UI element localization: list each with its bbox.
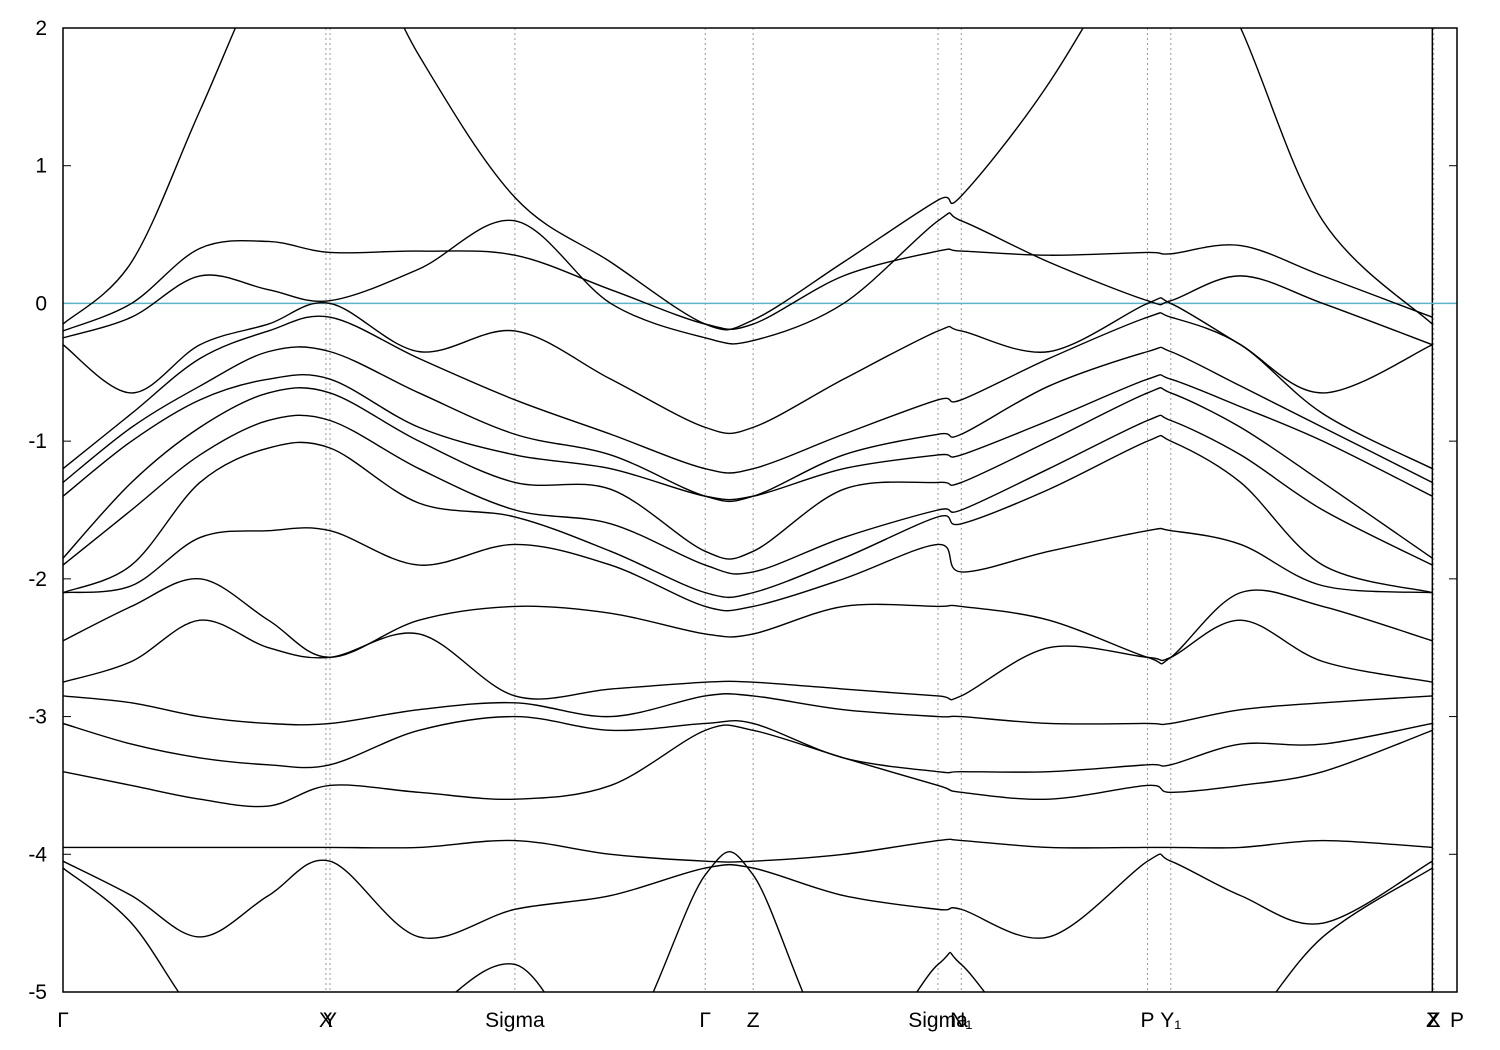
x-tick-label: X [1427, 1009, 1441, 1032]
x-tick-label: Y₁ [1160, 1009, 1181, 1032]
y-tick-label: 0 [35, 292, 47, 315]
bands [63, 28, 1433, 992]
band-line [63, 28, 1433, 331]
y-tick-label: -2 [28, 568, 47, 591]
band-line [63, 434, 1433, 599]
band-line [63, 578, 1433, 665]
band-line [63, 239, 1433, 332]
y-tick-label: -4 [28, 843, 47, 866]
x-tick-label: P [1141, 1009, 1155, 1032]
band-line [63, 851, 1433, 992]
band-line [63, 387, 1433, 560]
x-tick-label: N₁ [950, 1009, 972, 1032]
y-tick-label: -5 [28, 981, 47, 1004]
band-line [63, 212, 1433, 346]
x-tick-label: Z [747, 1009, 760, 1032]
x-tick-label: Γ [699, 1009, 711, 1032]
band-line [63, 724, 1433, 808]
x-tick-label: Γ [57, 1009, 69, 1032]
x-tick-label: Sigma [485, 1009, 545, 1032]
x-tick-label: Y [323, 1009, 337, 1032]
band-line [63, 619, 1433, 701]
band-line [63, 414, 1433, 575]
band-line [63, 715, 1433, 774]
y-tick-label: -1 [28, 430, 47, 453]
band-line [63, 312, 1433, 474]
y-tick-label: 1 [35, 155, 47, 178]
band-line [63, 374, 1433, 501]
band-line [63, 297, 1433, 435]
band-line [63, 527, 1433, 612]
x-tick-label: X [319, 1009, 333, 1032]
y-tick-label: -3 [28, 706, 47, 729]
plot-frame [62, 27, 1458, 993]
x-tick-label: Z [1426, 1009, 1439, 1032]
band-line [63, 693, 1433, 726]
x-tick-label: Sigma [908, 1009, 968, 1032]
band-line [63, 346, 1433, 503]
band-line [63, 838, 1433, 863]
band-line [63, 853, 1433, 939]
y-tick-label: 2 [35, 17, 47, 40]
x-tick-label: P [1450, 1009, 1464, 1032]
